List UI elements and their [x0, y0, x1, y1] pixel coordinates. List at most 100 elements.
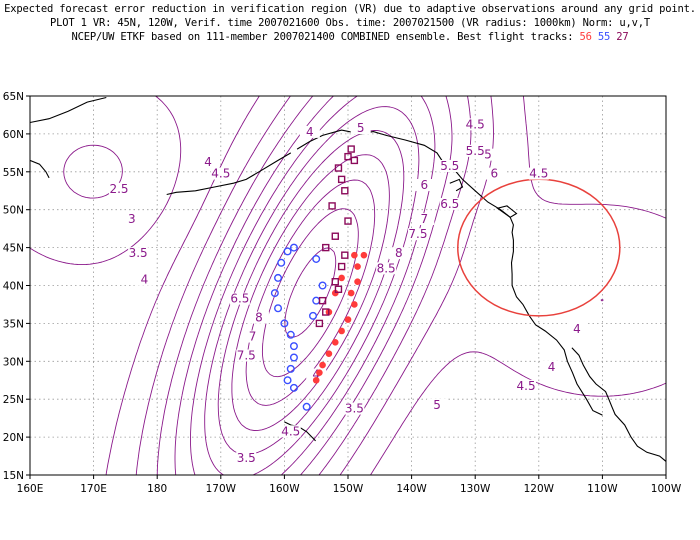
contour-label-bg	[242, 330, 263, 343]
contour-line	[204, 106, 420, 475]
lat-label: 45N	[3, 243, 24, 255]
contour-line	[135, 96, 604, 475]
contour-label: 5	[433, 398, 441, 412]
track-56-point	[331, 289, 339, 297]
lon-label: 120W	[524, 483, 555, 495]
contour-label: 4	[573, 322, 581, 336]
track-56-point	[338, 274, 345, 282]
track-55-point	[318, 281, 327, 290]
track-55-point	[312, 296, 321, 305]
contour-label: 4	[141, 273, 149, 287]
lon-label: 160E	[17, 483, 44, 495]
contour-label: 3.5	[345, 402, 364, 416]
track-55-point	[274, 273, 283, 282]
lat-label: 40N	[3, 281, 24, 293]
aleutian-islands	[166, 152, 292, 196]
track-27-point	[318, 296, 327, 305]
flight-track-markers	[270, 145, 368, 411]
track-27-point	[337, 175, 346, 184]
track-27-point	[322, 243, 330, 252]
lon-label: 140W	[396, 483, 427, 495]
contour-line	[261, 208, 359, 378]
coastlines	[30, 96, 666, 462]
contour-label-bg	[128, 247, 149, 260]
track-27-point	[341, 187, 349, 195]
contour-line	[231, 154, 390, 431]
contour-label: 4.5	[466, 117, 485, 131]
contour-label: 8	[395, 246, 403, 260]
contour-label-bg	[121, 213, 142, 226]
track-55-point	[280, 319, 289, 328]
track-55-point	[289, 243, 298, 252]
lat-label: 50N	[3, 205, 24, 217]
contour-label-bg	[109, 182, 130, 195]
contour-label: 7.5	[408, 227, 427, 241]
track-55-point	[289, 353, 298, 362]
vancouver-island	[496, 205, 518, 218]
contour-label: 4.5	[281, 424, 300, 438]
contour-label: 4	[548, 360, 556, 374]
north-america-coastline	[296, 129, 603, 416]
contour-line	[190, 96, 436, 475]
contour-label: 5.5	[466, 144, 485, 158]
contour-label: 6	[490, 167, 498, 181]
contour-line	[105, 96, 666, 475]
contour-label: 6	[420, 178, 428, 192]
contour-line	[156, 96, 472, 475]
track-55-point	[286, 330, 295, 339]
contour-label-bg	[344, 402, 365, 415]
contour-label-bg	[210, 167, 231, 180]
track-56-point	[354, 278, 361, 286]
contour-label: 4.5	[529, 167, 548, 181]
contour-line	[174, 96, 453, 475]
contour-label: 7	[420, 212, 428, 226]
contour-lines	[30, 96, 666, 475]
track-56-point	[360, 251, 368, 259]
track-56-point	[312, 376, 320, 384]
track-27-point	[334, 164, 343, 172]
contour-label-bg	[414, 213, 435, 226]
track-55-point	[289, 342, 298, 351]
lon-label: 160W	[269, 483, 300, 495]
contour-label: 6.5	[230, 292, 249, 306]
title-line-3-text: NCEP/UW ETKF based on 111-member 2007021…	[71, 31, 574, 43]
contour-label-bg	[439, 160, 460, 173]
lat-label: 15N	[3, 470, 24, 482]
title-line-2: PLOT 1 VR: 45N, 120W, Verif. time 200702…	[50, 17, 650, 29]
lon-label: 150W	[333, 483, 364, 495]
track-56-point	[325, 350, 333, 358]
contour-label: 4.5	[211, 167, 230, 181]
plot-frame	[29, 95, 667, 476]
contour-label: 7.5	[237, 349, 256, 363]
track-55-point	[309, 311, 318, 320]
contour-label: 8.5	[377, 261, 396, 275]
contour-label-bg	[388, 247, 409, 260]
track-56-point	[351, 301, 358, 308]
contour-label: 4	[204, 155, 212, 169]
contour-label: 5	[484, 148, 492, 162]
contour-label: 5	[357, 121, 365, 135]
lon-label: 170W	[206, 483, 237, 495]
contour-labels: 2.533.54444.54.54.5555.55.5666.56.5777.5…	[109, 117, 587, 465]
kamchatka-coastline	[30, 159, 50, 179]
track-27-point	[328, 202, 336, 210]
contour-label: 2.5	[109, 182, 128, 196]
lon-label: 130W	[460, 483, 491, 495]
contour-label-bg	[566, 322, 587, 335]
contour-label-bg	[229, 292, 250, 305]
track-27-point	[331, 278, 339, 286]
contour-label-bg	[528, 167, 549, 180]
contour-label-bg	[465, 144, 486, 157]
lon-label: 180	[147, 483, 167, 495]
track-55-point	[286, 364, 295, 373]
track-27-point	[322, 308, 330, 316]
contour-label-bg	[280, 425, 301, 438]
contour-label: 4.5	[517, 379, 536, 393]
lon-label: 100W	[651, 483, 682, 495]
track-label-56: 56	[579, 31, 592, 43]
contour-label: 3.5	[237, 451, 256, 465]
track-27-point	[331, 232, 339, 240]
